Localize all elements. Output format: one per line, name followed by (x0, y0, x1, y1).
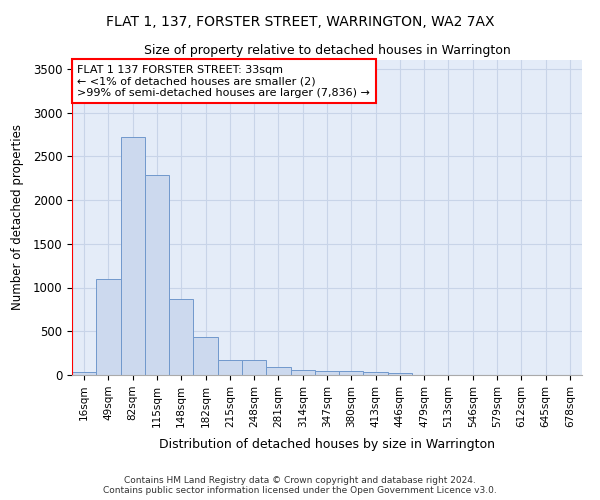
Title: Size of property relative to detached houses in Warrington: Size of property relative to detached ho… (143, 44, 511, 58)
Bar (315, 370, 339, 375)
Bar (266, 367, 290, 375)
Bar (96, 279, 121, 375)
Text: FLAT 1, 137, FORSTER STREET, WARRINGTON, WA2 7AX: FLAT 1, 137, FORSTER STREET, WARRINGTON,… (106, 15, 494, 29)
Bar (72, 372, 96, 375)
Bar (121, 137, 145, 375)
Bar (193, 338, 218, 375)
Bar (339, 370, 364, 375)
X-axis label: Distribution of detached houses by size in Warrington: Distribution of detached houses by size … (159, 438, 495, 451)
Bar (242, 360, 266, 375)
Y-axis label: Number of detached properties: Number of detached properties (11, 124, 25, 310)
Bar (388, 373, 412, 375)
Bar (145, 174, 169, 375)
Bar (218, 360, 242, 375)
Text: Contains HM Land Registry data © Crown copyright and database right 2024.
Contai: Contains HM Land Registry data © Crown c… (103, 476, 497, 495)
Bar (169, 299, 193, 375)
Bar (364, 372, 388, 375)
Bar (290, 370, 315, 375)
Text: FLAT 1 137 FORSTER STREET: 33sqm
← <1% of detached houses are smaller (2)
>99% o: FLAT 1 137 FORSTER STREET: 33sqm ← <1% o… (77, 64, 370, 98)
